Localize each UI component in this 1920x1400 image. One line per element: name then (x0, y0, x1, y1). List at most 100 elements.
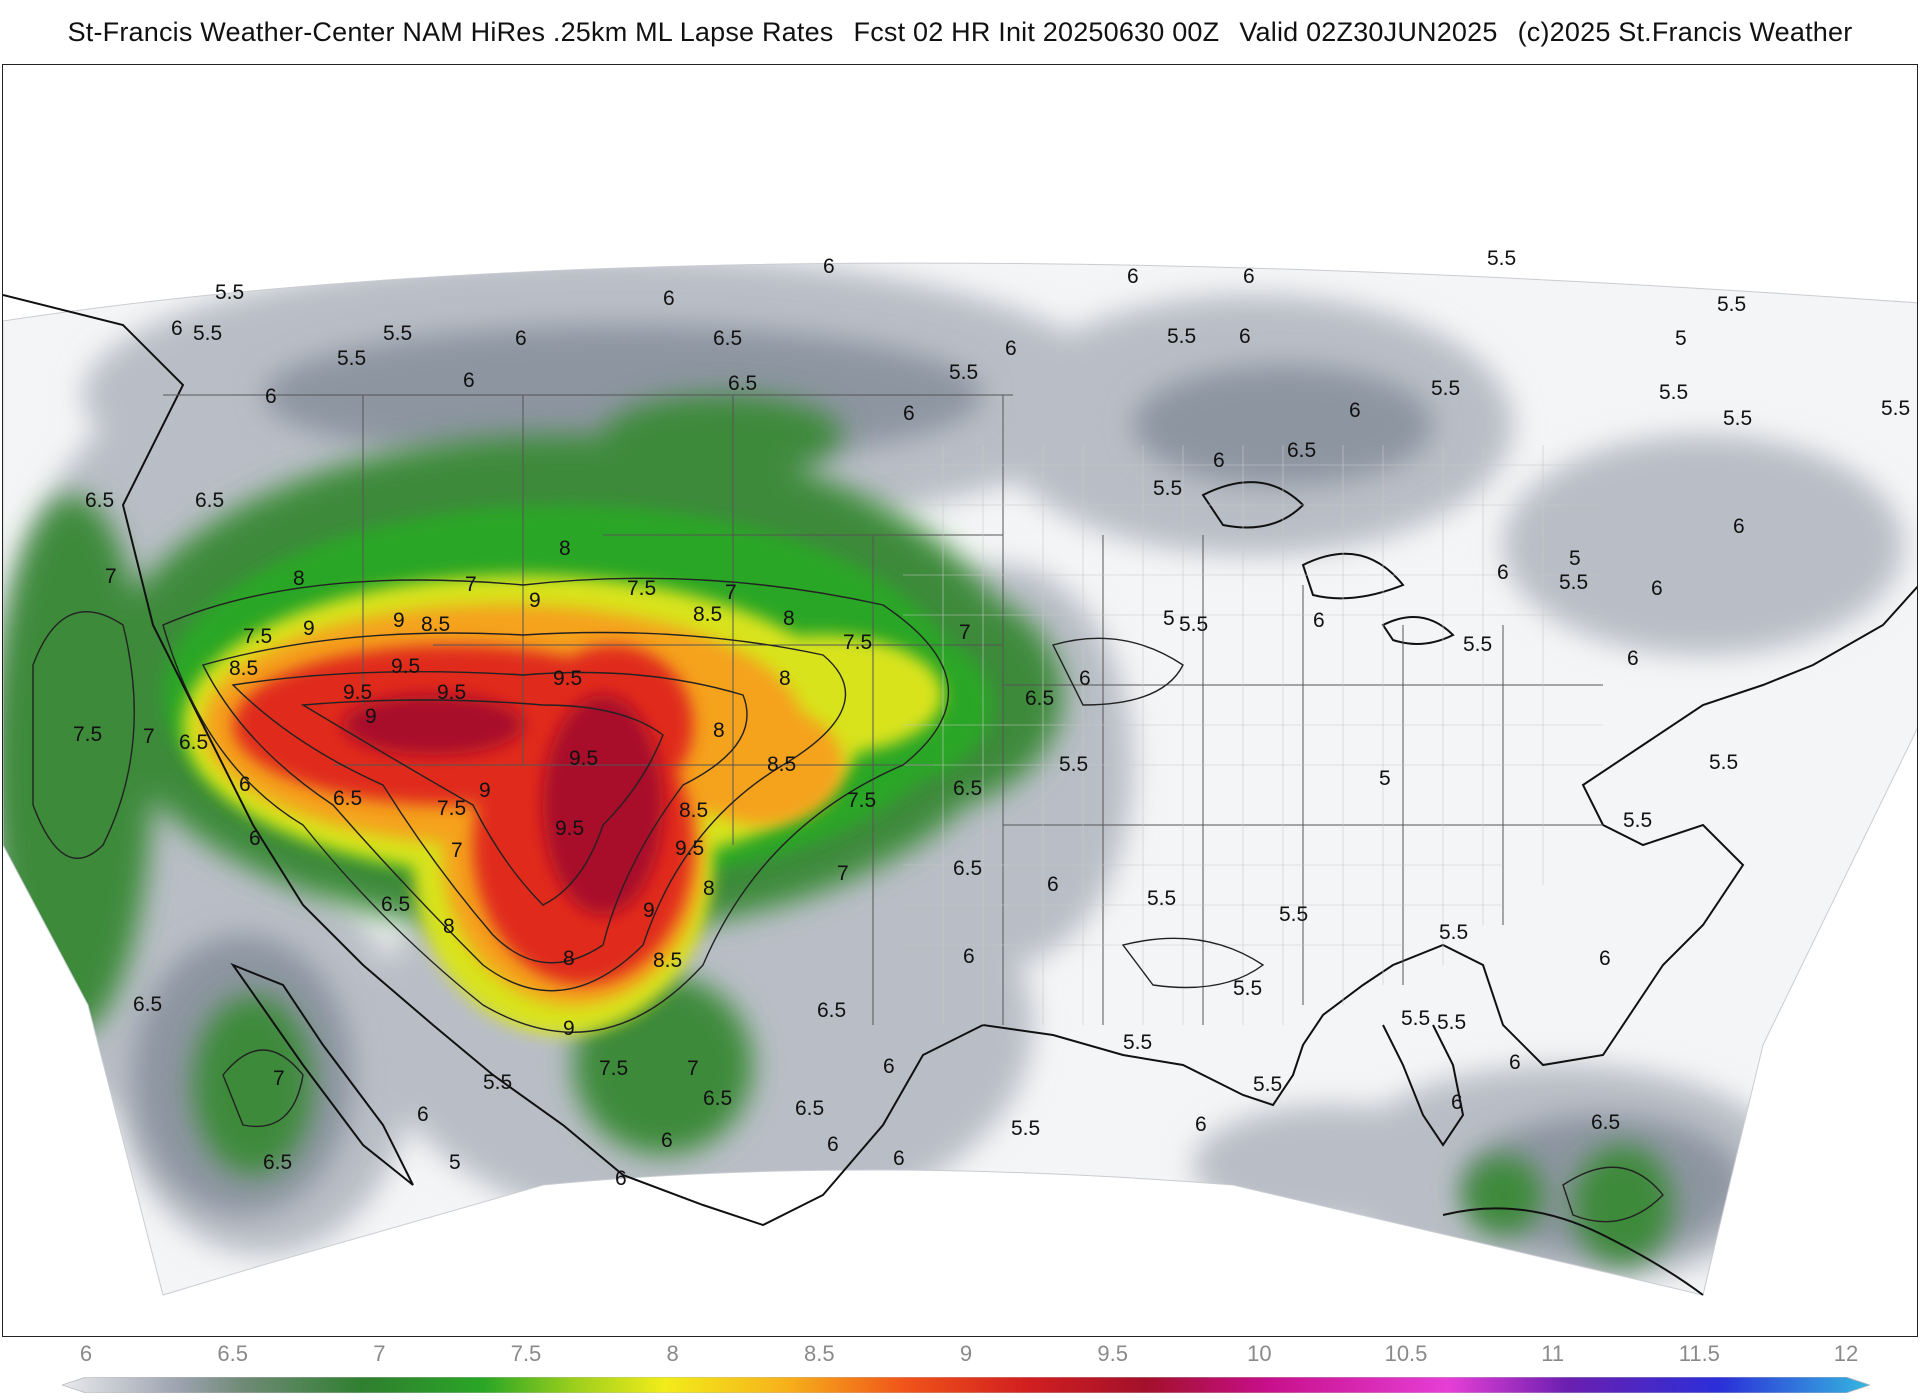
contour-label: 8 (713, 719, 725, 742)
contour-label: 5.5 (1059, 753, 1088, 776)
contour-label: 6 (827, 1133, 839, 1156)
contour-label: 7.5 (599, 1057, 628, 1080)
contour-label: 5.5 (1279, 903, 1308, 926)
contour-label: 5.5 (1559, 571, 1588, 594)
contour-label: 8 (443, 915, 455, 938)
contour-label: 7 (959, 621, 971, 644)
colorbar-tick-label: 7.5 (510, 1341, 542, 1366)
contour-label: 9.5 (569, 747, 598, 770)
contour-label: 7 (465, 573, 477, 596)
contour-label: 7 (451, 839, 463, 862)
contour-label: 5.5 (1153, 477, 1182, 500)
contour-label: 6 (1451, 1091, 1463, 1114)
contour-label: 6 (1127, 265, 1139, 288)
contour-label: 6 (239, 773, 251, 796)
contour-label: 5.5 (1723, 407, 1752, 430)
contour-label: 6 (663, 287, 675, 310)
contour-label: 6 (823, 255, 835, 278)
contour-label: 7 (105, 565, 117, 588)
contour-label: 5.5 (1233, 977, 1262, 1000)
contour-label: 8 (559, 537, 571, 560)
contour-label: 6.5 (713, 327, 742, 350)
contour-label: 6.5 (179, 731, 208, 754)
contour-label: 6.5 (817, 999, 846, 1022)
contour-label: 5.5 (1147, 887, 1176, 910)
shading-darkred (343, 695, 663, 915)
contour-label: 9 (479, 779, 491, 802)
contour-label: 6 (1195, 1113, 1207, 1136)
contour-label: 5.5 (483, 1071, 512, 1094)
contour-label: 6 (265, 385, 277, 408)
colorbar-tick-label: 8 (666, 1341, 679, 1366)
contour-label: 5.5 (1463, 633, 1492, 656)
contour-label: 5.5 (1253, 1073, 1282, 1096)
colorbar-tick-label: 6.5 (217, 1341, 248, 1366)
contour-label: 7 (837, 862, 849, 885)
contour-label: 9.5 (675, 837, 704, 860)
colorbar-tick-label: 11.5 (1678, 1341, 1720, 1366)
map-title: St-Francis Weather-Center NAM HiRes .25k… (68, 17, 1853, 48)
contour-label: 8.5 (421, 613, 450, 636)
contour-label: 6 (1651, 577, 1663, 600)
contour-label: 9 (365, 705, 377, 728)
contour-label: 9.5 (391, 655, 420, 678)
contour-label: 6 (515, 327, 527, 350)
contour-label: 6 (1627, 647, 1639, 670)
contour-label: 5.5 (1487, 247, 1516, 270)
contour-label: 6 (1239, 325, 1251, 348)
lapse-rate-map: 5.5 5.5 5.5 5.5 6 6 6 6 6 6.5 6.5 6 5.5 … (2, 64, 1918, 1337)
contour-label: 5.5 (1881, 397, 1910, 420)
contour-label: 6.5 (728, 372, 757, 395)
contour-label: 9.5 (553, 667, 582, 690)
contour-label: 5.5 (1717, 293, 1746, 316)
cuba-outline (1442, 1207, 1704, 1296)
contour-label: 6 (1599, 947, 1611, 970)
contour-label: 6.5 (195, 489, 224, 512)
colorbar-tick-label: 12 (1833, 1341, 1859, 1366)
title-valid-time: Valid 02Z30JUN2025 (1239, 16, 1498, 47)
title-product: St-Francis Weather-Center NAM HiRes .25k… (67, 16, 834, 47)
colorbar-tick-label: 9.5 (1097, 1341, 1128, 1366)
contour-label: 8 (783, 607, 795, 630)
contour-label: 7 (687, 1057, 699, 1080)
contour-label: 8 (293, 567, 305, 590)
colorbar-legend: 6 6.5 7 7.5 8 8.5 9 9.5 10 10.5 11 11.5 12 (0, 1337, 1920, 1400)
contour-label: 5.5 (1709, 751, 1738, 774)
contour-label: 6.5 (953, 777, 982, 800)
contour-label: 7.5 (847, 789, 876, 812)
contour-label: 6 (1005, 337, 1017, 360)
map-title-bar: St-Francis Weather-Center NAM HiRes .25k… (0, 0, 1920, 64)
contour-label: 6.5 (1591, 1111, 1620, 1134)
contour-label: 6 (463, 369, 475, 392)
contour-label: 6.5 (333, 787, 362, 810)
contour-label: 6 (1349, 399, 1361, 422)
contour-label: 6.5 (703, 1087, 732, 1110)
contour-label: 6.5 (1025, 687, 1054, 710)
contour-labels: 5.5 5.5 5.5 5.5 6 6 6 6 6 6.5 6.5 6 5.5 … (73, 247, 1910, 1190)
contour-label: 6 (615, 1167, 627, 1190)
colorbar-tick-label: 6 (79, 1341, 93, 1366)
colorbar-tick-label: 7 (373, 1341, 386, 1366)
contour-label: 6 (1733, 515, 1745, 538)
colorbar-gradient (62, 1377, 1870, 1393)
contour-label: 5 (1163, 607, 1175, 630)
contour-label: 8 (779, 667, 791, 690)
contour-label: 6 (893, 1147, 905, 1170)
contour-label: 9 (529, 589, 541, 612)
contour-label: 5.5 (1123, 1031, 1152, 1054)
contour-label: 9 (393, 609, 405, 632)
contour-label: 5.5 (1659, 381, 1688, 404)
baja-california (230, 962, 414, 1186)
florida-peninsula (1382, 1024, 1465, 1147)
contour-label: 7.5 (843, 631, 872, 654)
colorbar-tick-label: 8.5 (804, 1341, 835, 1366)
map-canvas: 5.5 5.5 5.5 5.5 6 6 6 6 6 6.5 6.5 6 5.5 … (3, 247, 1917, 1296)
north-america-coastline (3, 294, 1917, 1227)
contour-label: 5 (1379, 767, 1391, 790)
contour-label: 5 (449, 1151, 461, 1174)
contour-label: 5.5 (337, 347, 366, 370)
contour-label: 5.5 (1401, 1007, 1430, 1030)
contour-label: 5.5 (383, 322, 412, 345)
contour-label: 8.5 (229, 657, 258, 680)
colorbar-tick-label: 9 (959, 1341, 973, 1366)
